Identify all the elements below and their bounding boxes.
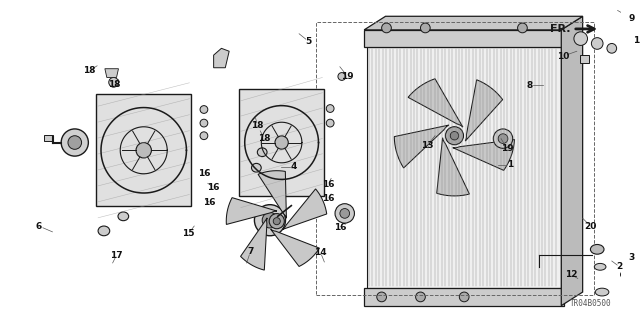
Polygon shape — [258, 171, 287, 218]
Ellipse shape — [621, 270, 632, 279]
Text: 20: 20 — [584, 221, 596, 230]
Text: 19: 19 — [341, 72, 354, 81]
Circle shape — [493, 129, 513, 148]
Text: TR04B0500: TR04B0500 — [570, 299, 612, 308]
Polygon shape — [271, 229, 319, 267]
Circle shape — [68, 136, 81, 149]
Text: 5: 5 — [306, 37, 312, 46]
Text: 13: 13 — [421, 141, 433, 150]
Polygon shape — [452, 140, 515, 170]
Circle shape — [591, 38, 603, 49]
Text: 7: 7 — [247, 247, 253, 256]
Bar — [364, 288, 564, 306]
Circle shape — [498, 134, 508, 143]
Bar — [580, 55, 589, 63]
Text: 11: 11 — [633, 36, 640, 45]
Polygon shape — [561, 16, 582, 306]
Circle shape — [275, 136, 288, 149]
Circle shape — [415, 292, 426, 302]
Ellipse shape — [591, 244, 604, 254]
Ellipse shape — [595, 263, 606, 270]
Ellipse shape — [118, 212, 129, 221]
Circle shape — [61, 129, 88, 156]
Text: 14: 14 — [314, 248, 327, 257]
Circle shape — [255, 205, 285, 236]
Polygon shape — [408, 79, 463, 127]
Text: 3: 3 — [628, 252, 634, 262]
Circle shape — [200, 106, 208, 113]
Text: 10: 10 — [557, 52, 570, 60]
Circle shape — [262, 212, 278, 228]
Text: 18: 18 — [258, 134, 270, 143]
Circle shape — [136, 143, 152, 158]
Circle shape — [335, 204, 355, 223]
Circle shape — [460, 292, 469, 302]
Circle shape — [420, 23, 430, 33]
Bar — [96, 94, 191, 206]
Polygon shape — [283, 189, 327, 229]
Circle shape — [607, 44, 616, 53]
Circle shape — [273, 218, 280, 225]
Ellipse shape — [252, 164, 261, 172]
Bar — [44, 135, 53, 140]
Circle shape — [340, 209, 349, 218]
Polygon shape — [394, 125, 449, 168]
Text: 16: 16 — [322, 180, 335, 189]
Bar — [239, 89, 324, 196]
Text: 6: 6 — [36, 221, 42, 230]
Text: 16: 16 — [322, 194, 335, 203]
Text: 16: 16 — [333, 223, 346, 232]
Circle shape — [574, 32, 588, 45]
Polygon shape — [214, 48, 229, 68]
Text: 2: 2 — [616, 262, 623, 271]
Circle shape — [109, 77, 118, 87]
Text: 4: 4 — [291, 162, 298, 171]
Circle shape — [326, 119, 334, 127]
Ellipse shape — [257, 148, 267, 156]
Polygon shape — [436, 138, 469, 196]
Text: 19: 19 — [500, 144, 513, 153]
Polygon shape — [105, 69, 118, 77]
Text: 16: 16 — [204, 198, 216, 207]
Bar — [367, 47, 561, 288]
Polygon shape — [241, 218, 267, 270]
Text: 9: 9 — [628, 14, 634, 23]
Circle shape — [445, 127, 463, 145]
Ellipse shape — [595, 288, 609, 296]
Text: 17: 17 — [110, 251, 123, 260]
Ellipse shape — [98, 226, 109, 236]
Circle shape — [518, 23, 527, 33]
Bar — [316, 22, 593, 295]
Polygon shape — [227, 198, 277, 224]
Circle shape — [326, 105, 334, 112]
Text: 8: 8 — [526, 81, 532, 90]
Circle shape — [338, 73, 346, 80]
Polygon shape — [465, 80, 502, 141]
Circle shape — [269, 214, 284, 229]
Circle shape — [381, 23, 391, 33]
Text: 18: 18 — [108, 80, 121, 89]
Circle shape — [200, 119, 208, 127]
Circle shape — [200, 132, 208, 140]
Circle shape — [451, 132, 459, 140]
Text: 18: 18 — [83, 66, 95, 75]
Text: 12: 12 — [564, 270, 577, 279]
Circle shape — [377, 292, 387, 302]
Bar — [364, 30, 564, 47]
Text: FR.: FR. — [550, 24, 571, 34]
Polygon shape — [364, 16, 582, 30]
Text: 16: 16 — [207, 183, 220, 192]
Text: 18: 18 — [251, 121, 264, 130]
Text: 1: 1 — [507, 160, 513, 169]
Text: 15: 15 — [182, 229, 195, 238]
Text: 16: 16 — [198, 169, 210, 178]
